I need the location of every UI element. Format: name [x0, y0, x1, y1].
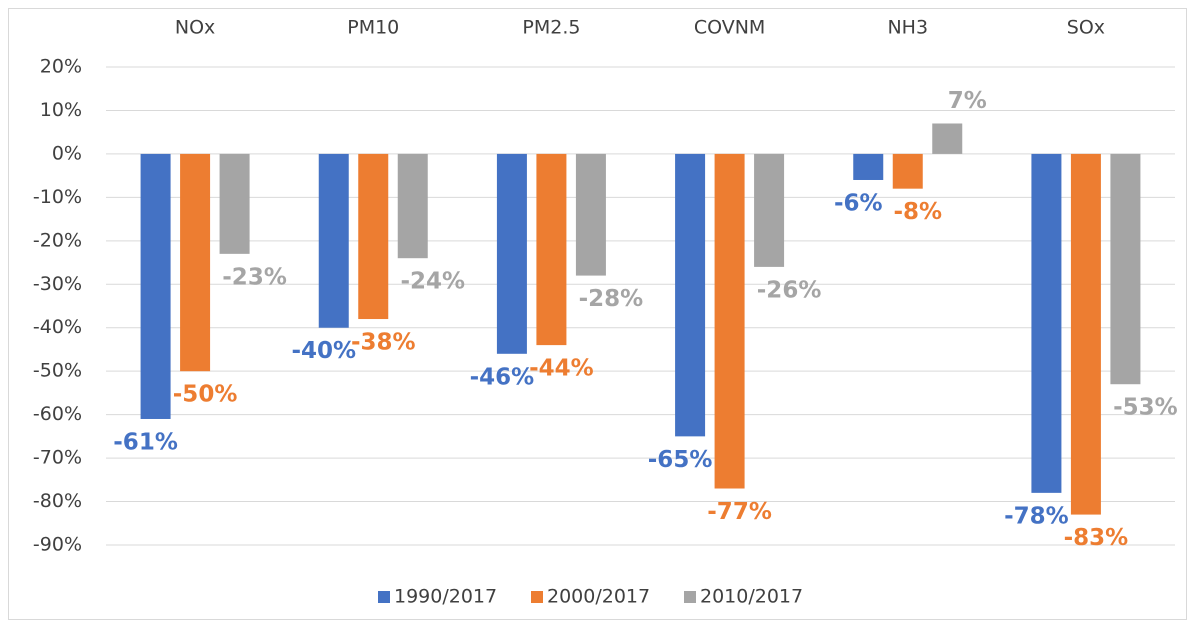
y-tick-label: 20% [40, 56, 82, 78]
legend-label: 2010/2017 [700, 586, 803, 608]
x-tick-label: PM2.5 [522, 17, 580, 39]
bar [1070, 153, 1101, 515]
bar [496, 153, 527, 354]
data-label: -46% [470, 364, 535, 390]
data-label: -61% [113, 429, 178, 455]
x-tick-label: NH3 [887, 17, 928, 39]
bar [754, 153, 785, 267]
data-label: -44% [529, 356, 594, 382]
data-label: -83% [1064, 525, 1129, 551]
y-tick-label: -60% [33, 403, 82, 425]
bar [1031, 153, 1062, 493]
y-tick-label: 0% [52, 142, 82, 164]
bar [397, 153, 428, 259]
data-label: -6% [834, 190, 883, 216]
legend-label: 1990/2017 [394, 586, 497, 608]
bar [180, 153, 211, 372]
legend-swatch [378, 591, 390, 603]
y-tick-label: -40% [33, 316, 82, 338]
data-label: -24% [400, 269, 465, 295]
legend-swatch [684, 591, 696, 603]
bar [140, 153, 171, 419]
data-label: -65% [648, 447, 713, 473]
data-label: -8% [893, 199, 942, 225]
bar [853, 153, 884, 180]
data-label: 7% [948, 88, 987, 114]
data-label: -50% [173, 382, 238, 408]
bar [1110, 153, 1141, 385]
y-tick-label: -50% [33, 360, 82, 382]
bar [932, 123, 963, 154]
legend-label: 2000/2017 [547, 586, 650, 608]
y-tick-label: 10% [40, 99, 82, 121]
data-label: -78% [1004, 503, 1069, 529]
y-tick-label: -30% [33, 273, 82, 295]
legend-swatch [531, 591, 543, 603]
x-tick-label: PM10 [347, 17, 399, 39]
data-label: -23% [222, 264, 287, 290]
data-label: -40% [291, 338, 356, 364]
data-label: -38% [351, 330, 416, 356]
x-tick-label: NOx [175, 17, 215, 39]
bar [675, 153, 706, 437]
bar [536, 153, 567, 346]
bar [219, 153, 250, 254]
bar [575, 153, 606, 276]
data-label: -77% [707, 499, 772, 525]
y-tick-label: -80% [33, 490, 82, 512]
data-label: -53% [1113, 395, 1178, 421]
x-tick-label: COVNM [694, 17, 766, 39]
bar [714, 153, 745, 489]
data-label: -26% [757, 277, 822, 303]
bar [358, 153, 389, 320]
y-tick-label: -10% [33, 186, 82, 208]
y-tick-label: -70% [33, 447, 82, 469]
bar [892, 153, 923, 189]
bar [318, 153, 349, 328]
x-tick-label: SOx [1067, 17, 1105, 39]
y-tick-label: -90% [33, 534, 82, 556]
data-label: -28% [579, 286, 644, 312]
y-tick-label: -20% [33, 229, 82, 251]
